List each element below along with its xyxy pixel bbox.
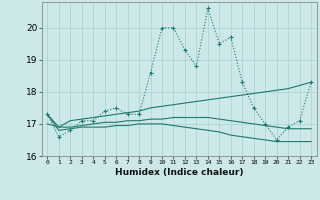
- X-axis label: Humidex (Indice chaleur): Humidex (Indice chaleur): [115, 168, 244, 177]
